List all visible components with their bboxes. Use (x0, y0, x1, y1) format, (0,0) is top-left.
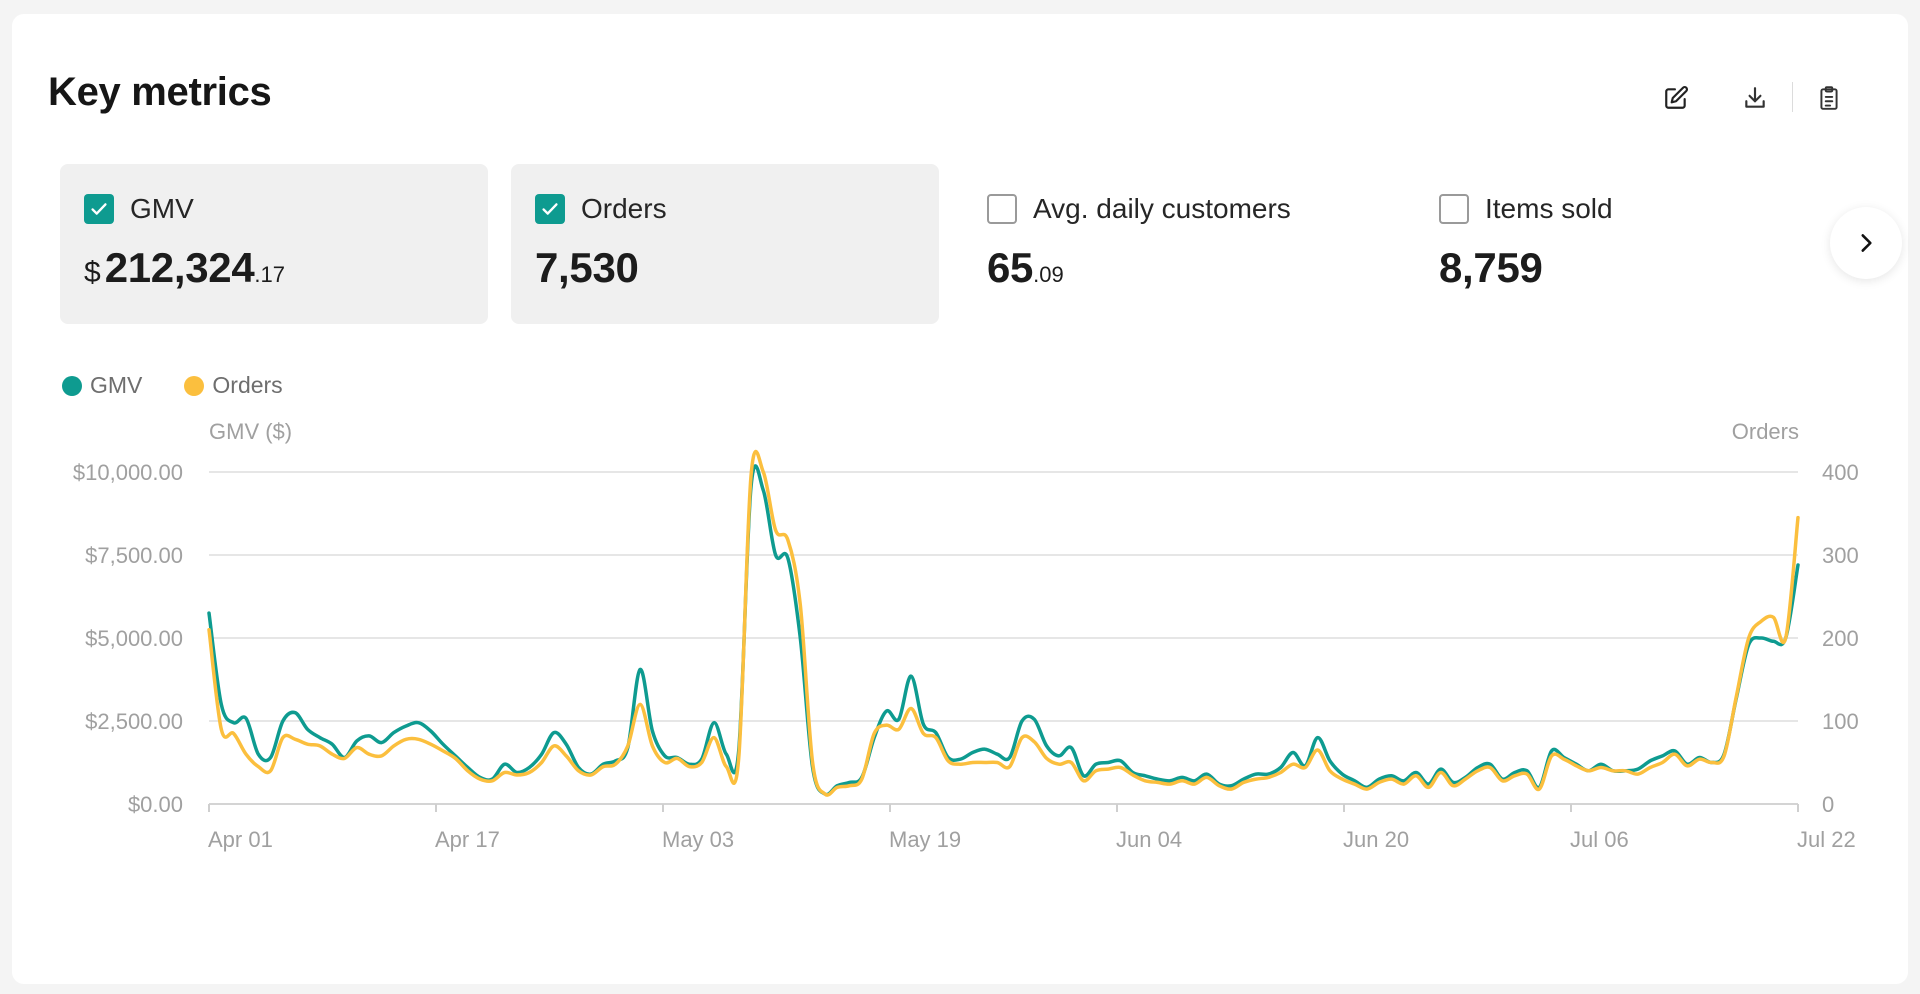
chevron-right-icon (1861, 234, 1872, 252)
download-button[interactable] (1735, 78, 1775, 118)
download-icon (1745, 87, 1765, 108)
metric-value-integer: 7,530 (535, 244, 639, 291)
left-tick-label: $5,000.00 (85, 626, 183, 651)
check-icon (542, 203, 558, 215)
left-tick-label: $10,000.00 (73, 460, 183, 485)
legend-item-orders[interactable]: Orders (184, 372, 283, 399)
metric-card-orders[interactable]: Orders 7,530 (511, 164, 939, 324)
x-tick-label: May 19 (889, 827, 961, 852)
metric-value: 8,759 (1439, 244, 1819, 296)
legend-label: Orders (212, 372, 283, 398)
metric-label: GMV (130, 193, 194, 224)
clipboard-icon (1820, 86, 1838, 110)
series-line-gmv (207, 464, 1800, 797)
series-line-orders (207, 449, 1800, 797)
metric-value: $ 212,324 .17 (84, 244, 464, 296)
left-tick-label: $0.00 (128, 792, 183, 817)
metric-card-items-sold[interactable]: Items sold 8,759 (1415, 164, 1843, 324)
metric-currency: $ (84, 256, 101, 289)
metric-value: 7,530 (535, 244, 915, 296)
metric-value-decimal: .17 (254, 262, 286, 287)
x-tick-label: May 03 (662, 827, 734, 852)
left-axis-title: GMV ($) (209, 419, 293, 444)
metric-label: Items sold (1485, 193, 1613, 224)
left-tick-label: $2,500.00 (85, 709, 183, 734)
x-tick-label: Apr 17 (435, 827, 500, 852)
legend-dot-orders (184, 375, 205, 396)
right-tick-label: 400 (1822, 460, 1859, 485)
chart-legend: GMV Orders (62, 372, 325, 399)
next-metrics-button[interactable] (1830, 207, 1902, 279)
metric-label: Avg. daily customers (1033, 193, 1291, 224)
x-tick-label: Jun 04 (1116, 827, 1182, 852)
clipboard-button[interactable] (1809, 78, 1849, 118)
toolbar-divider (1792, 82, 1793, 112)
avg-daily-customers-checkbox[interactable] (987, 194, 1017, 224)
right-tick-label: 100 (1822, 709, 1859, 734)
metric-value-integer: 212,324 (104, 244, 255, 291)
edit-button[interactable] (1656, 78, 1696, 118)
x-tick-label: Jun 20 (1343, 827, 1409, 852)
page-title: Key metrics (48, 70, 272, 114)
left-tick-label: $7,500.00 (85, 543, 183, 568)
metric-card-gmv[interactable]: GMV $ 212,324 .17 (60, 164, 488, 324)
gmv-checkbox[interactable] (84, 194, 114, 224)
metric-label: Orders (581, 193, 667, 224)
legend-label: GMV (90, 372, 143, 398)
right-tick-label: 300 (1822, 543, 1859, 568)
legend-item-gmv[interactable]: GMV (62, 372, 142, 399)
metric-value-integer: 65 (987, 244, 1034, 291)
metric-value-integer: 8,759 (1439, 244, 1543, 291)
right-tick-label: 200 (1822, 626, 1859, 651)
x-tick-label: Jul 06 (1570, 827, 1629, 852)
legend-dot-gmv (62, 375, 82, 396)
edit-icon (1665, 86, 1688, 109)
metric-card-avg-daily-customers[interactable]: Avg. daily customers 65 .09 (963, 164, 1391, 324)
x-tick-label: Apr 01 (208, 827, 273, 852)
x-tick-label: Jul 22 (1797, 827, 1856, 852)
right-axis-title: Orders (1731, 419, 1799, 444)
items-sold-checkbox[interactable] (1439, 194, 1469, 224)
metric-value-decimal: .09 (1033, 262, 1064, 287)
orders-checkbox[interactable] (535, 194, 565, 224)
check-icon (91, 203, 107, 215)
right-tick-label: 0 (1822, 792, 1834, 817)
metric-value: 65 .09 (987, 244, 1367, 296)
